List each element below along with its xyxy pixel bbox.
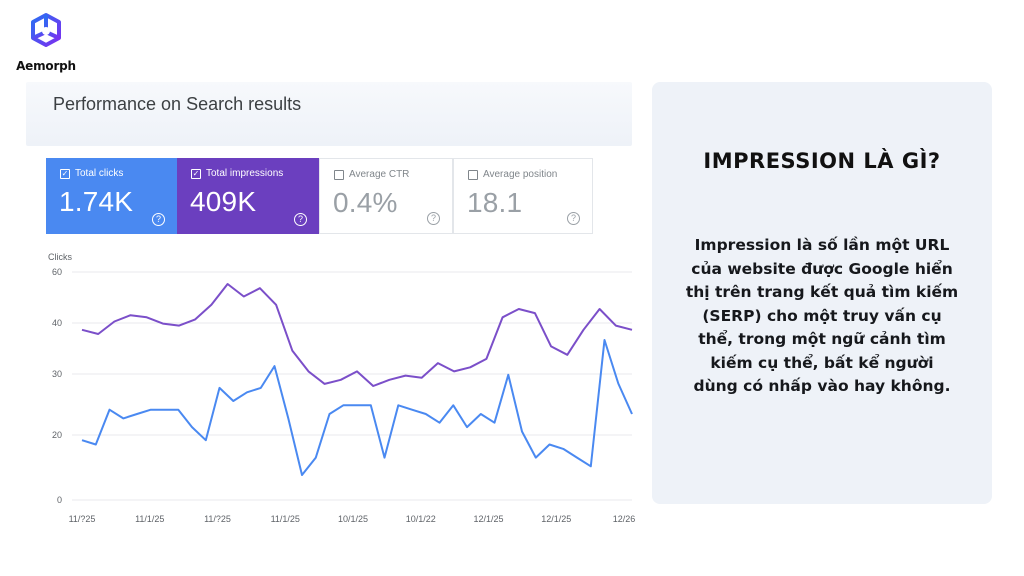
help-icon[interactable]: ?	[427, 212, 440, 225]
info-line: kiếm cụ thể, bất kể người	[710, 353, 934, 372]
chart-grid	[72, 271, 632, 501]
panel-header: Performance on Search results	[26, 82, 632, 146]
x-tick-label: 11/?25	[69, 514, 96, 524]
info-line: thể, trong một ngữ cảnh tìm	[698, 330, 946, 348]
y-tick-label: 40	[52, 318, 62, 328]
impressions-line	[81, 283, 633, 387]
y-axis-ticks: 60 40 30 20 0	[52, 267, 62, 505]
x-tick-label: 12/26	[613, 514, 636, 524]
aemorph-logo-icon	[31, 13, 61, 47]
help-icon[interactable]: ?	[152, 213, 165, 226]
metric-card-average-ctr[interactable]: Average CTR 0.4% ?	[319, 158, 453, 234]
checkbox-unchecked-icon[interactable]	[334, 169, 344, 180]
metric-value: 1.74K	[59, 186, 134, 217]
chart-series	[81, 283, 633, 476]
metric-value: 0.4%	[333, 187, 398, 218]
x-tick-label: 11/?25	[204, 514, 231, 524]
info-card: IMPRESSION LÀ GÌ? Impression là số lần m…	[652, 82, 992, 504]
x-tick-label: 11/1/25	[271, 514, 300, 524]
y-tick-label: 0	[57, 495, 62, 505]
checkbox-checked-icon[interactable]: ✓	[191, 168, 201, 179]
x-tick-label: 11/1/25	[135, 514, 164, 524]
info-line: (SERP) cho một truy vấn cụ	[702, 306, 942, 325]
y-tick-label: 60	[52, 267, 62, 277]
x-tick-label: 12/1/25	[541, 514, 571, 524]
brand-name: Aemorph	[16, 59, 76, 73]
info-title: IMPRESSION LÀ GÌ?	[703, 149, 941, 173]
info-line: thị trên trang kết quả tìm kiếm	[685, 283, 959, 301]
panel-title: Performance on Search results	[53, 94, 302, 114]
brand-logo: Aemorph	[14, 12, 78, 76]
metric-label: Total impressions	[206, 168, 284, 179]
checkbox-unchecked-icon[interactable]	[468, 169, 478, 180]
y-axis-label: Clicks	[48, 252, 72, 262]
clicks-line	[81, 339, 633, 476]
metric-card-total-impressions[interactable]: ✓ Total impressions 409K ?	[177, 158, 319, 234]
metric-label: Average position	[483, 169, 558, 180]
performance-panel: Performance on Search results ✓ Total cl…	[26, 82, 632, 532]
info-line: Impression là số lần một URL	[694, 236, 950, 254]
info-body: Impression là số lần một URL của website…	[676, 234, 968, 399]
help-icon[interactable]: ?	[567, 212, 580, 225]
metric-label: Average CTR	[349, 169, 410, 180]
metric-value: 409K	[190, 186, 257, 217]
checkbox-checked-icon[interactable]: ✓	[60, 168, 70, 179]
x-tick-label: 10/1/25	[338, 514, 368, 524]
metric-label: Total clicks	[75, 168, 124, 179]
info-line: dùng có nhấp vào hay không.	[693, 377, 951, 395]
x-tick-label: 10/1/22	[406, 514, 436, 524]
y-tick-label: 20	[52, 430, 62, 440]
performance-chart: 60 40 30 20 0 11/?25 11/1/25 11/?25 11/1/25 10/1…	[48, 252, 636, 524]
metric-card-total-clicks[interactable]: ✓ Total clicks 1.74K ?	[46, 158, 177, 234]
y-tick-label: 30	[52, 369, 62, 379]
metric-value: 18.1	[467, 187, 523, 218]
metric-card-average-position[interactable]: Average position 18.1 ?	[453, 158, 593, 234]
x-tick-label: 12/1/25	[473, 514, 503, 524]
x-axis-ticks: 11/?25 11/1/25 11/?25 11/1/25 10/1/25 10/1/22…	[69, 514, 636, 524]
info-line: của website được Google hiển	[691, 259, 953, 278]
help-icon[interactable]: ?	[294, 213, 307, 226]
